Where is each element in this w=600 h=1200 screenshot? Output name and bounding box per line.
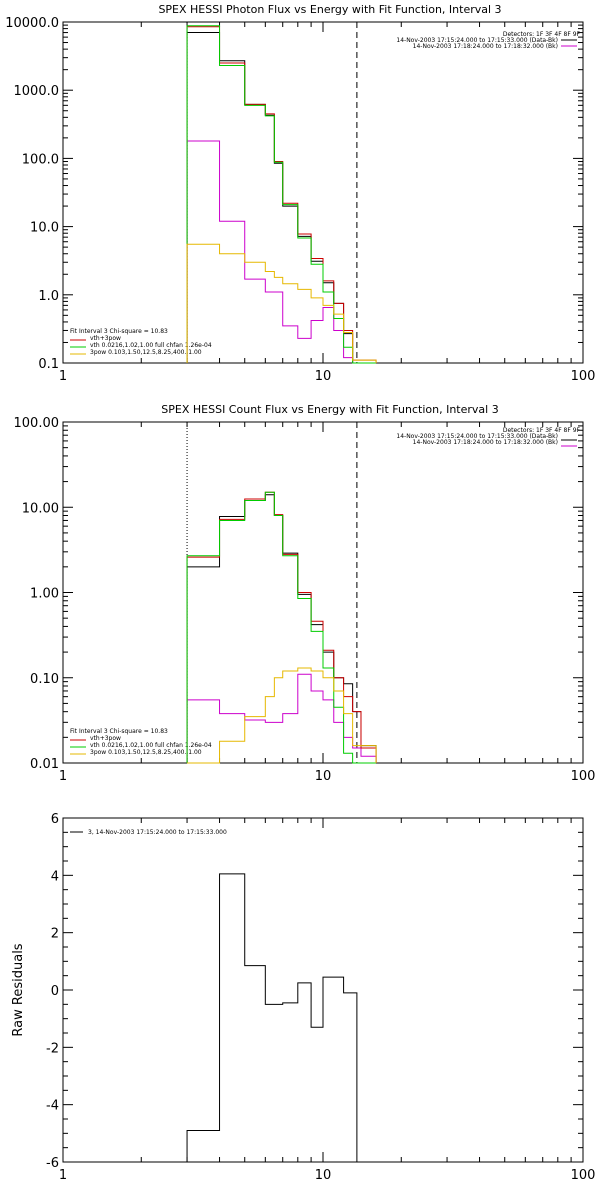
fit-info-line-3: 3pow 0.103,1.50,12.5,8.25,400.,1.00 bbox=[90, 349, 202, 356]
x-tick-label: 10 bbox=[315, 1168, 332, 1183]
residuals-panel: Raw Residuals 3, 14-Nov-2003 17:15:24.00… bbox=[11, 812, 595, 1183]
x-tick-label: 100 bbox=[571, 369, 596, 384]
y-tick-label: 1.00 bbox=[30, 587, 59, 602]
x-tick-label: 100 bbox=[571, 1168, 596, 1183]
y-tick-label: 10.00 bbox=[22, 501, 59, 516]
y-tick-label: 2 bbox=[51, 927, 59, 942]
x-tick-label: 1 bbox=[59, 369, 67, 384]
y-tick-label: 100.0 bbox=[22, 152, 59, 167]
y-tick-label: 0.01 bbox=[30, 757, 59, 772]
plot-frame bbox=[62, 421, 584, 764]
series-3pow bbox=[186, 243, 377, 363]
x-tick-label: 1 bbox=[59, 1168, 67, 1183]
header-detectors: Detectors: 1F 3F 4F 8F 9F bbox=[503, 427, 581, 434]
series-3-14-nov-2003-17-15-24-000-to-17-15-33-000 bbox=[186, 873, 358, 1162]
chart-title: SPEX HESSI Photon Flux vs Energy with Fi… bbox=[158, 3, 501, 16]
header-detectors: Detectors: 1F 3F 4F 8F 9F bbox=[503, 31, 581, 38]
x-tick-label: 10 bbox=[315, 369, 332, 384]
fit-info-line-3: 3pow 0.103,1.50,12.5,8.25,400.,1.00 bbox=[90, 749, 202, 756]
series-3pow bbox=[187, 667, 377, 764]
x-tick-label: 10 bbox=[315, 769, 332, 784]
y-tick-label: 10000.0 bbox=[5, 16, 59, 31]
fit-info-line-2: vth 0.0216,1.02,1.00 full chfan 1.26e-04 bbox=[90, 742, 212, 749]
fit-info-line-2: vth 0.0216,1.02,1.00 full chfan 1.26e-04 bbox=[90, 342, 212, 349]
x-tick-label: 100 bbox=[571, 769, 596, 784]
y-tick-label: 10.0 bbox=[30, 221, 59, 236]
y-axis-label: Raw Residuals bbox=[11, 943, 26, 1036]
header-data-bk: 14-Nov-2003 17:15:24.000 to 17:15:33.000… bbox=[396, 37, 558, 44]
series-vth bbox=[186, 25, 377, 364]
fit-info-line-1: vth+3pow bbox=[90, 735, 121, 742]
header-data-bk: 14-Nov-2003 17:15:24.000 to 17:15:33.000… bbox=[396, 433, 558, 440]
fit-info-title: Fit Interval 3 Chi-square = 10.83 bbox=[70, 328, 168, 335]
y-tick-label: 0 bbox=[51, 984, 59, 999]
y-tick-label: 4 bbox=[51, 869, 59, 884]
chart-title: SPEX HESSI Count Flux vs Energy with Fit… bbox=[161, 403, 498, 416]
count-flux-panel: SPEX HESSI Count Flux vs Energy with Fit… bbox=[14, 403, 596, 784]
series-vth-3pow bbox=[186, 26, 377, 363]
y-tick-label: 0.1 bbox=[38, 357, 59, 372]
x-tick-label: 1 bbox=[59, 769, 67, 784]
y-tick-label: 100.00 bbox=[14, 416, 60, 431]
y-tick-label: 1.0 bbox=[38, 289, 59, 304]
y-tick-label: 0.10 bbox=[30, 672, 59, 687]
series-data-bk bbox=[186, 32, 377, 364]
photon-flux-panel: SPEX HESSI Photon Flux vs Energy with Fi… bbox=[5, 3, 595, 384]
header-bk: 14-Nov-2003 17:18:24.000 to 17:18:32.000… bbox=[413, 43, 558, 50]
series-vth bbox=[186, 491, 377, 764]
legend-entry: 3, 14-Nov-2003 17:15:24.000 to 17:15:33.… bbox=[88, 829, 227, 836]
y-tick-label: -6 bbox=[46, 1156, 59, 1171]
series-bk bbox=[186, 673, 377, 763]
y-tick-label: -4 bbox=[46, 1099, 59, 1114]
fit-info-title: Fit Interval 3 Chi-square = 10.83 bbox=[70, 728, 168, 735]
fit-info-line-1: vth+3pow bbox=[90, 335, 121, 342]
y-tick-label: -2 bbox=[46, 1041, 59, 1056]
y-tick-label: 1000.0 bbox=[14, 84, 60, 99]
y-tick-label: 6 bbox=[51, 812, 59, 827]
header-bk: 14-Nov-2003 17:18:24.000 to 17:18:32.000… bbox=[413, 439, 558, 446]
series-bk bbox=[186, 140, 377, 364]
